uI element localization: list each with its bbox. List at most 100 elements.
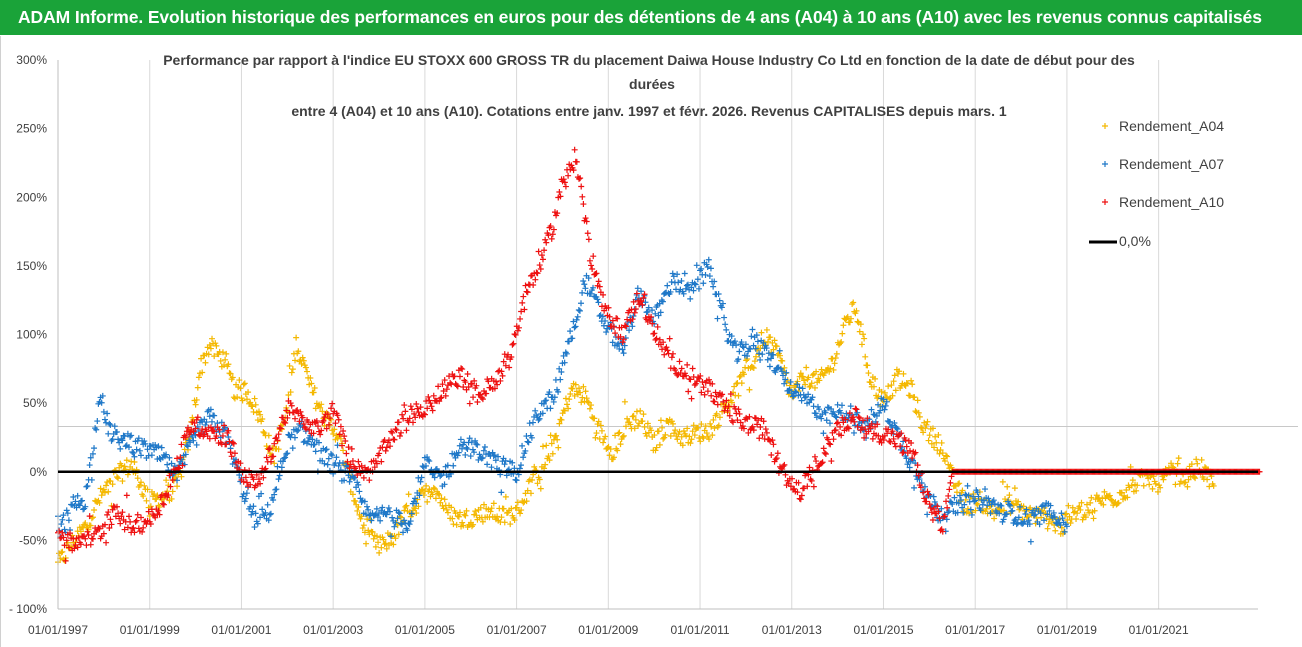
point bbox=[1182, 479, 1189, 486]
point bbox=[64, 510, 71, 517]
point bbox=[319, 408, 326, 415]
point bbox=[459, 519, 466, 526]
point bbox=[245, 389, 252, 396]
point bbox=[855, 422, 862, 429]
point bbox=[612, 432, 619, 439]
point bbox=[401, 402, 408, 409]
point bbox=[909, 381, 916, 388]
point bbox=[359, 525, 366, 532]
point bbox=[278, 464, 285, 471]
point bbox=[990, 497, 997, 504]
point bbox=[674, 271, 681, 278]
point bbox=[908, 377, 915, 384]
point bbox=[629, 323, 636, 330]
point bbox=[706, 273, 713, 280]
point bbox=[787, 378, 794, 385]
point bbox=[127, 518, 134, 525]
point bbox=[635, 423, 642, 430]
point bbox=[1100, 501, 1107, 508]
point bbox=[881, 389, 888, 396]
point bbox=[702, 271, 709, 278]
point bbox=[607, 446, 614, 453]
point bbox=[550, 226, 557, 233]
point bbox=[756, 350, 763, 357]
point bbox=[510, 340, 517, 347]
point bbox=[473, 512, 480, 519]
point bbox=[223, 350, 230, 357]
point bbox=[725, 403, 732, 410]
point bbox=[1047, 502, 1054, 509]
point bbox=[415, 409, 422, 416]
point bbox=[648, 427, 655, 434]
point bbox=[105, 509, 112, 516]
point bbox=[783, 369, 790, 376]
point bbox=[967, 506, 974, 513]
point bbox=[1176, 480, 1183, 487]
point bbox=[887, 439, 894, 446]
point bbox=[655, 428, 662, 435]
point bbox=[396, 510, 403, 517]
point bbox=[921, 495, 928, 502]
point bbox=[755, 417, 762, 424]
point bbox=[891, 440, 898, 447]
point bbox=[529, 419, 536, 426]
point bbox=[621, 322, 628, 329]
point bbox=[839, 330, 846, 337]
point bbox=[422, 411, 429, 418]
point bbox=[740, 344, 747, 351]
point bbox=[1042, 503, 1049, 510]
point bbox=[631, 425, 638, 432]
point bbox=[1052, 527, 1059, 534]
point bbox=[709, 380, 716, 387]
point bbox=[310, 389, 317, 396]
point bbox=[637, 407, 644, 414]
point bbox=[395, 419, 402, 426]
point bbox=[511, 465, 518, 472]
point bbox=[540, 400, 547, 407]
point bbox=[565, 405, 572, 412]
point bbox=[156, 504, 163, 511]
point bbox=[260, 474, 267, 481]
point bbox=[455, 513, 462, 520]
point bbox=[585, 236, 592, 243]
point bbox=[1040, 517, 1047, 524]
point bbox=[1032, 511, 1039, 518]
point bbox=[644, 308, 651, 315]
point bbox=[749, 423, 756, 430]
point bbox=[365, 527, 372, 534]
point bbox=[733, 380, 740, 387]
point bbox=[931, 444, 938, 451]
point bbox=[272, 486, 279, 493]
point bbox=[184, 443, 191, 450]
point bbox=[209, 335, 216, 342]
point bbox=[592, 434, 599, 441]
point bbox=[524, 438, 531, 445]
point bbox=[459, 445, 466, 452]
point bbox=[182, 434, 189, 441]
point bbox=[844, 424, 851, 431]
point bbox=[388, 428, 395, 435]
point bbox=[461, 511, 468, 518]
point bbox=[818, 460, 825, 467]
point bbox=[437, 499, 444, 506]
point bbox=[606, 313, 613, 320]
point bbox=[82, 535, 89, 542]
point bbox=[365, 506, 372, 513]
point bbox=[781, 364, 788, 371]
point bbox=[1129, 477, 1136, 484]
point bbox=[471, 449, 478, 456]
point bbox=[427, 400, 434, 407]
point bbox=[955, 500, 962, 507]
point bbox=[148, 452, 155, 459]
point bbox=[926, 432, 933, 439]
point bbox=[466, 400, 473, 407]
point bbox=[1065, 502, 1072, 509]
point bbox=[853, 307, 860, 314]
point bbox=[472, 508, 479, 515]
point bbox=[558, 416, 565, 423]
point bbox=[111, 423, 118, 430]
y-tick-label: 150% bbox=[16, 259, 47, 273]
point bbox=[129, 525, 136, 532]
point bbox=[660, 435, 667, 442]
point bbox=[317, 431, 324, 438]
